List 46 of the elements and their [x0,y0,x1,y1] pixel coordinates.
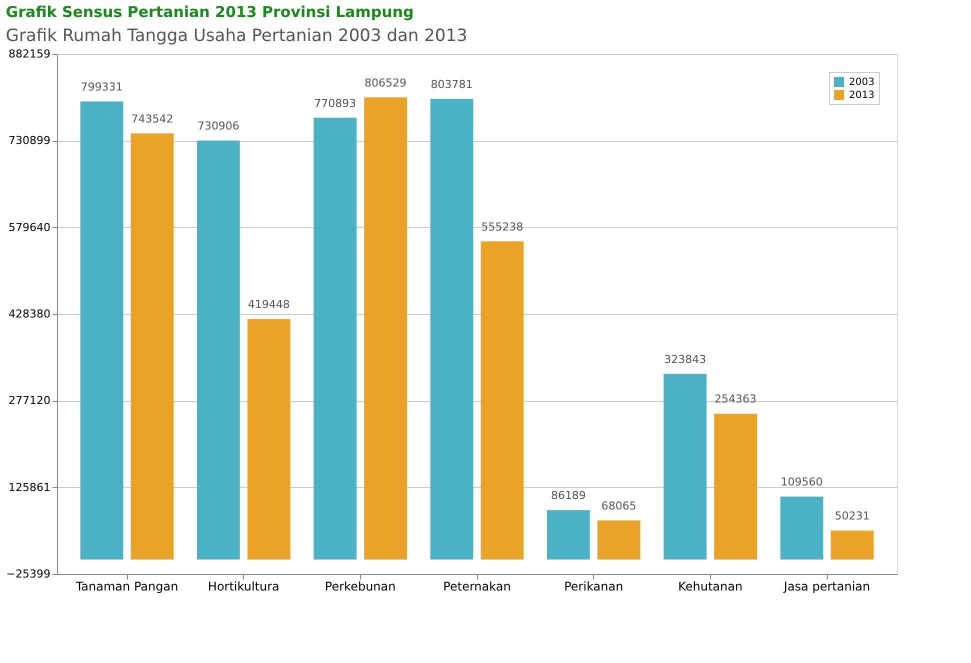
data-label: 730906 [197,120,240,133]
data-label: 419448 [248,298,290,312]
y-tick-label: −25399 [6,568,50,580]
x-tick-label: Tanaman Pangan [74,580,178,594]
bar [364,97,407,560]
data-label: 770893 [314,96,356,110]
bar [547,510,590,560]
bar [830,530,874,560]
y-tick-label: 882159 [8,48,50,60]
bar [247,319,290,560]
bar [130,133,174,560]
x-tick-label: Hortikultura [208,580,280,594]
x-tick-label: Peternakan [443,580,511,594]
y-tick-label: 428380 [8,308,50,320]
data-label: 50231 [834,510,870,523]
bar [780,496,824,560]
bar [714,414,757,560]
bar [597,520,640,560]
y-tick-label: 730899 [8,134,50,148]
data-label: 86189 [550,489,586,502]
legend-label: 2003 [849,77,874,88]
data-label: 68065 [601,499,636,512]
data-label: 254363 [714,392,757,406]
bar [197,140,240,560]
bar [664,374,707,560]
x-tick-label: Perikanan [564,580,624,594]
chart-subtitle: Grafik Rumah Tangga Usaha Pertanian 2003 dan 2013 [6,26,468,46]
x-tick-label: Jasa pertanian [782,580,870,594]
data-label: 806529 [364,76,407,90]
x-tick-label: Perkebunan [324,580,396,594]
data-label: 555238 [481,220,524,234]
x-tick-label: Kehutanan [678,580,743,594]
chart-title: Grafik Sensus Pertanian 2013 Provinsi Lampung [6,3,414,21]
legend-label: 2013 [849,90,874,101]
data-label: 109560 [780,476,823,489]
y-tick-label: 579640 [8,220,50,234]
bar [80,101,124,560]
y-tick-label: 125861 [8,480,50,494]
data-label: 799331 [80,80,123,94]
bar [314,118,357,560]
y-tick-label: 277120 [8,394,50,408]
data-label: 743542 [131,112,174,126]
data-label: 803781 [430,78,473,91]
bar [430,98,474,560]
data-label: 323843 [664,352,706,366]
bar [480,241,524,560]
